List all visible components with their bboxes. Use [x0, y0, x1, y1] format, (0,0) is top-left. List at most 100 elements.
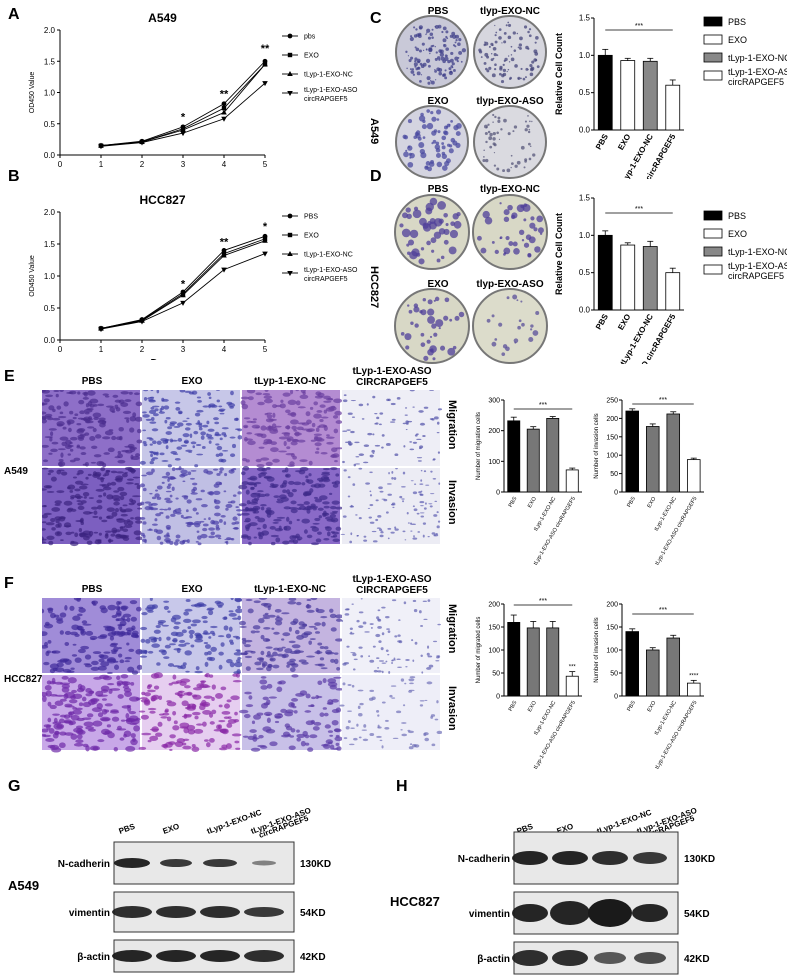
stained-cell: [408, 690, 413, 693]
stained-cell: [155, 624, 161, 629]
colony: [504, 57, 508, 62]
stained-cell: [219, 728, 228, 734]
colony: [491, 240, 495, 244]
stained-cell: [363, 724, 367, 728]
stained-cell: [420, 505, 424, 507]
stained-cell: [371, 449, 375, 453]
stained-cell: [296, 503, 305, 506]
protein-label: vimentin: [469, 909, 510, 920]
y-tick-label: 250: [606, 398, 618, 405]
colony: [492, 46, 497, 51]
colony: [453, 124, 459, 131]
colony: [414, 65, 417, 68]
colony: [452, 213, 459, 220]
stained-cell: [182, 540, 185, 544]
stained-cell: [307, 747, 314, 752]
stained-cell: [58, 718, 65, 724]
stained-cell: [356, 619, 360, 623]
bar-significance-mark: ****: [689, 673, 699, 679]
stained-cell: [59, 698, 67, 702]
stained-cell: [327, 730, 334, 733]
stained-cell: [426, 652, 430, 656]
colony: [425, 32, 428, 34]
stained-cell: [290, 500, 297, 505]
stained-cell: [181, 742, 187, 746]
colony: [410, 321, 414, 325]
stained-cell: [304, 492, 312, 496]
stained-cell: [419, 445, 424, 449]
stained-cell: [229, 662, 235, 668]
stained-cell: [275, 425, 282, 428]
colony: [503, 40, 507, 44]
stained-cell: [167, 464, 172, 468]
stained-cell: [209, 712, 214, 718]
stained-cell: [350, 504, 353, 508]
stained-cell: [332, 538, 340, 543]
stained-cell: [417, 460, 422, 462]
stained-cell: [63, 401, 69, 407]
stained-cell: [316, 410, 323, 413]
stained-cell: [400, 678, 405, 682]
stained-cell: [253, 497, 260, 501]
stained-cell: [355, 514, 358, 516]
stained-cell: [282, 731, 290, 737]
stained-cell: [42, 459, 49, 463]
stained-cell: [334, 459, 338, 463]
stained-cell: [54, 667, 65, 673]
stained-cell: [295, 650, 305, 654]
stained-cell: [126, 418, 130, 423]
colony: [486, 318, 491, 323]
stained-cell: [299, 394, 309, 399]
stained-cell: [62, 426, 67, 430]
stained-cell: [263, 395, 273, 399]
stained-cell: [218, 405, 223, 408]
stained-cell: [352, 483, 356, 486]
stained-cell: [317, 663, 325, 667]
stained-cell: [264, 390, 269, 392]
stained-cell: [426, 681, 433, 685]
protein-band: [244, 950, 284, 962]
stained-cell: [411, 639, 414, 642]
stained-cell: [119, 526, 126, 529]
stained-cell: [193, 728, 204, 734]
stained-cell: [109, 688, 121, 691]
colony: [422, 297, 427, 302]
protein-label: N-cadherin: [58, 859, 110, 870]
stained-cell: [115, 618, 120, 622]
stained-cell: [330, 531, 336, 534]
stained-cell: [220, 686, 227, 691]
stained-cell: [192, 711, 201, 716]
stained-cell: [77, 729, 86, 735]
stained-cell: [353, 658, 358, 661]
colony: [516, 160, 521, 165]
stained-cell: [106, 515, 110, 519]
colony: [508, 61, 511, 63]
stained-cell: [217, 605, 223, 608]
stained-cell: [112, 660, 119, 663]
stained-cell: [72, 416, 77, 420]
stained-cell: [104, 430, 114, 436]
bar: [507, 621, 521, 697]
stained-cell: [128, 391, 133, 395]
stained-cell: [357, 705, 361, 710]
stained-cell: [89, 745, 100, 751]
colony: [405, 345, 410, 350]
stained-cell: [128, 696, 140, 702]
colony: [418, 258, 425, 265]
stained-cell: [211, 696, 215, 702]
stained-cell: [54, 531, 63, 537]
y-axis-label: Relative Cell Count: [554, 213, 564, 295]
stained-cell: [270, 541, 276, 546]
colony: [443, 130, 448, 135]
stained-cell: [400, 729, 403, 731]
stained-cell: [71, 689, 77, 694]
stained-cell: [213, 498, 217, 503]
colony: [526, 124, 530, 128]
legend-swatch: [703, 210, 723, 221]
stained-cell: [146, 437, 153, 440]
stained-cell: [90, 698, 100, 702]
stained-cell: [279, 403, 286, 409]
stained-cell: [325, 526, 332, 532]
stained-cell: [311, 696, 316, 700]
stained-cell: [49, 704, 57, 710]
